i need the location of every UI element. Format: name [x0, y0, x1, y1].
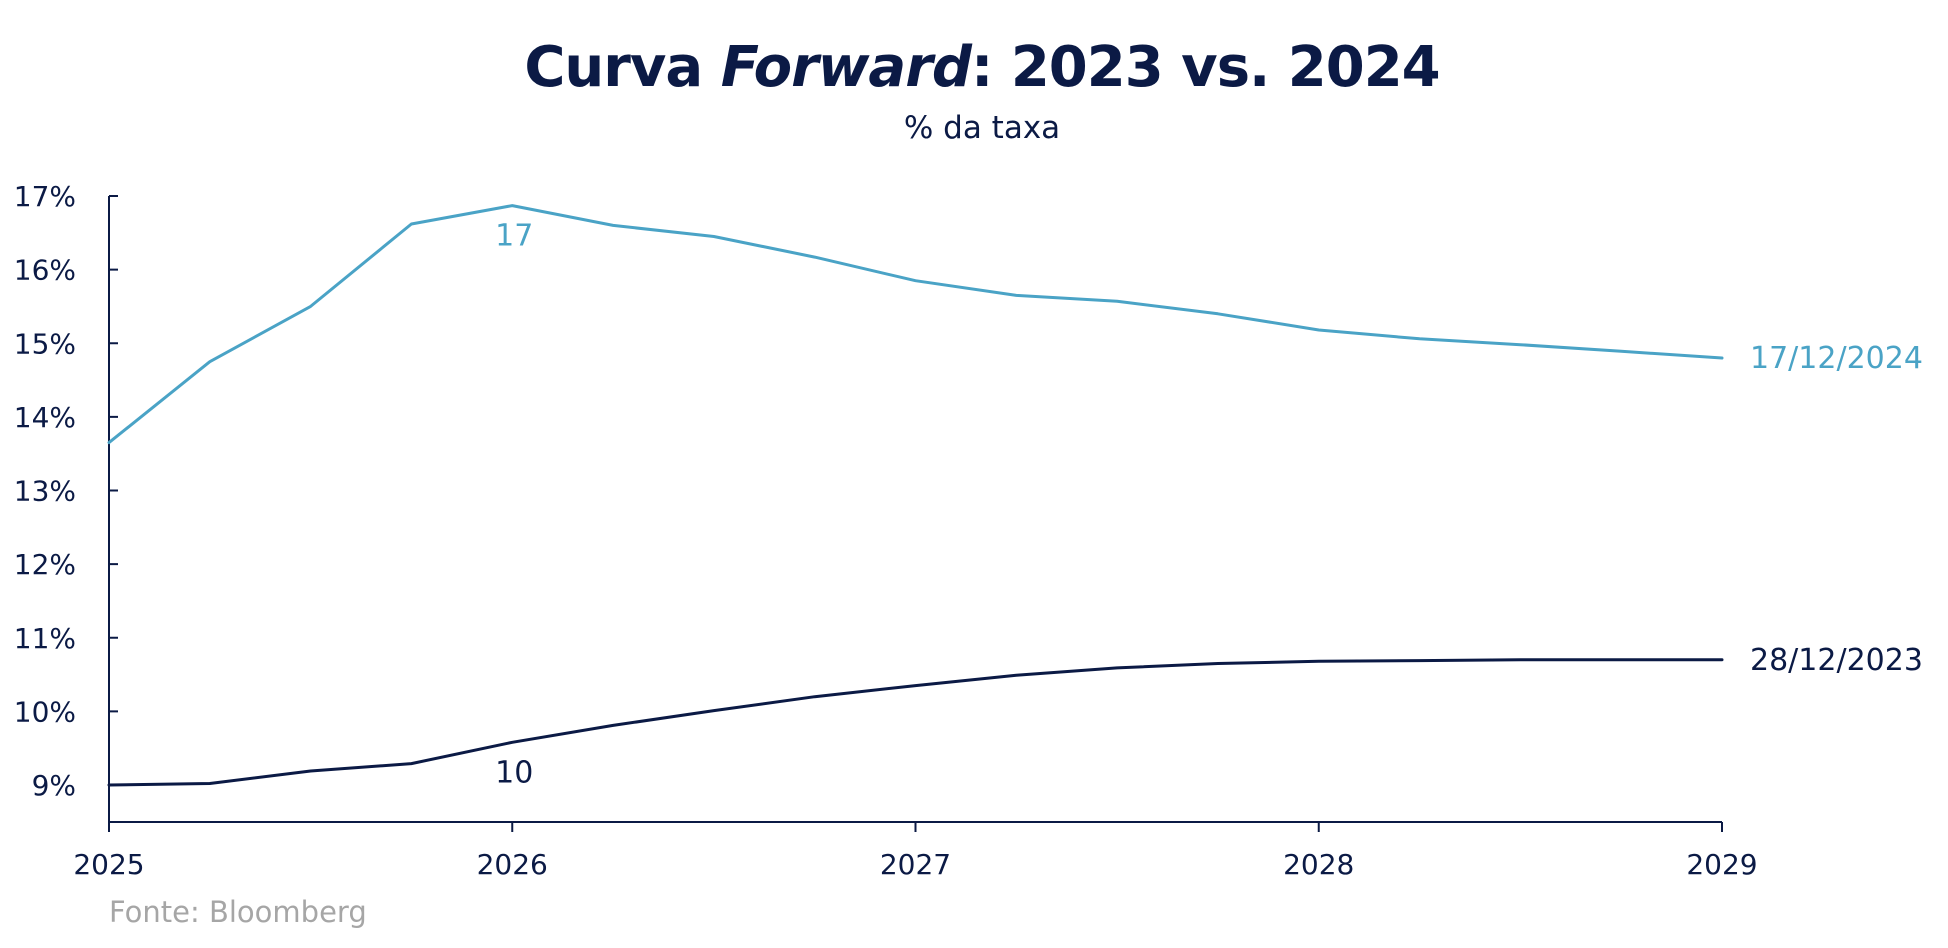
y-tick-label: 9%: [32, 769, 76, 802]
series-value-annotation: 10: [495, 755, 533, 790]
y-tick-label: 15%: [14, 327, 76, 360]
y-tick-label: 14%: [14, 401, 76, 434]
series-line-1: [107, 204, 1724, 445]
x-tick-label: 2029: [1686, 848, 1757, 881]
x-tick-label: 2028: [1283, 848, 1354, 881]
series-line-2: [107, 658, 1724, 787]
chart-subtitle: % da taxa: [904, 110, 1060, 146]
series-name-label: 28/12/2023: [1750, 643, 1923, 678]
series-name-label: 17/12/2024: [1750, 341, 1923, 376]
chart-title-italic: Forward: [721, 35, 973, 100]
y-tick-label: 16%: [14, 254, 76, 287]
x-axis: 2025 2026 2027 2028 2029: [73, 821, 1758, 881]
chart-title: Curva Forward: 2023 vs. 2024: [524, 35, 1439, 100]
y-axis: 9% 10% 11% 12% 13% 14% 15% 16% 17%: [14, 180, 118, 822]
y-tick-label: 17%: [14, 180, 76, 213]
x-tick-label: 2026: [477, 848, 548, 881]
series-layer: [107, 204, 1724, 787]
label-layer: 17/12/2024 17 28/12/2023 10: [495, 219, 1923, 791]
y-tick-label: 12%: [14, 548, 76, 581]
x-tick-label: 2027: [880, 848, 951, 881]
series-value-annotation: 17: [495, 219, 533, 254]
chart-title-prefix: Curva: [524, 35, 720, 100]
x-tick-label: 2025: [73, 848, 144, 881]
chart-title-suffix: : 2023 vs. 2024: [971, 35, 1440, 100]
chart-source: Fonte: Bloomberg: [109, 895, 367, 929]
y-tick-label: 13%: [14, 475, 76, 508]
y-tick-label: 11%: [14, 622, 76, 655]
y-tick-label: 10%: [14, 695, 76, 728]
